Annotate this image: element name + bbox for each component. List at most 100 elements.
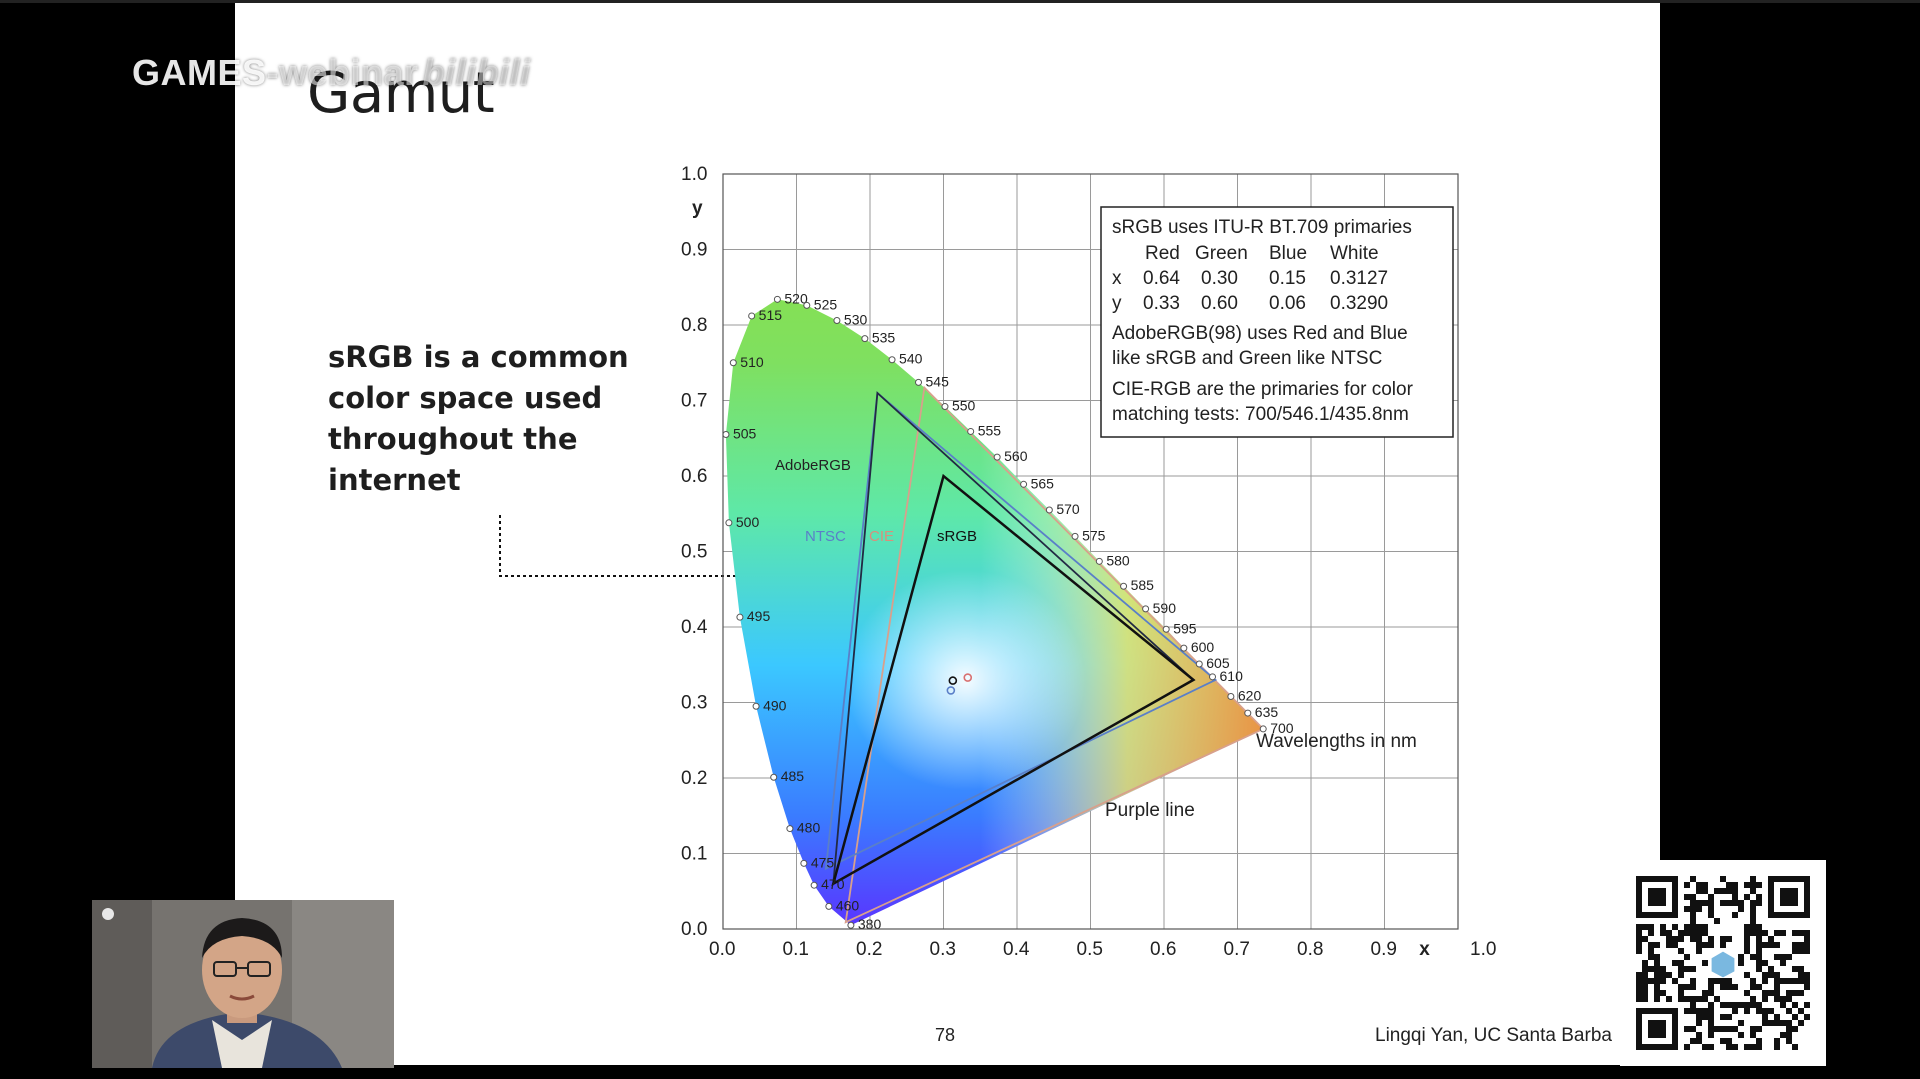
qr-module — [1684, 930, 1690, 936]
qr-module — [1750, 1032, 1756, 1038]
wavelength-label: 575 — [1082, 527, 1106, 543]
qr-module — [1708, 906, 1714, 912]
qr-module — [1720, 1038, 1726, 1044]
wavelength-label: 480 — [797, 820, 821, 836]
qr-module — [1756, 1026, 1762, 1032]
qr-module — [1780, 930, 1786, 936]
qr-module — [1732, 984, 1738, 990]
qr-module — [1756, 900, 1762, 906]
wavelength-label: 525 — [814, 296, 838, 312]
qr-module — [1762, 1014, 1768, 1020]
info-row-x-blue: 0.15 — [1269, 268, 1306, 289]
qr-module — [1690, 1038, 1696, 1044]
wavelength-label: 620 — [1238, 687, 1262, 703]
qr-module — [1684, 906, 1690, 912]
qr-module — [1690, 1026, 1696, 1032]
wavelength-label: 610 — [1220, 668, 1244, 684]
wavelength-label: 500 — [736, 514, 760, 530]
qr-module — [1708, 984, 1714, 990]
qr-module — [1726, 1038, 1732, 1044]
qr-finder — [1648, 1020, 1666, 1038]
wavelength-label: 495 — [747, 608, 771, 624]
qr-module — [1654, 972, 1660, 978]
qr-module — [1702, 930, 1708, 936]
qr-module — [1762, 990, 1768, 996]
qr-module — [1702, 942, 1708, 948]
qr-module — [1774, 954, 1780, 960]
qr-module — [1726, 1002, 1732, 1008]
qr-module — [1702, 1008, 1708, 1014]
qr-module — [1738, 1032, 1744, 1038]
purple-line-annotation: Purple line — [1105, 800, 1195, 821]
qr-module — [1804, 984, 1810, 990]
qr-module — [1804, 972, 1810, 978]
qr-module — [1792, 942, 1798, 948]
wavelength-label: 535 — [872, 330, 896, 346]
x-tick-label: 0.0 — [709, 939, 735, 960]
qr-module — [1696, 900, 1702, 906]
qr-module — [1684, 1044, 1690, 1050]
qr-module — [1750, 1026, 1756, 1032]
wavelength-marker — [1244, 709, 1252, 717]
qr-module — [1732, 1002, 1738, 1008]
qr-module — [1732, 1026, 1738, 1032]
qr-module — [1720, 888, 1726, 894]
wavelengths-annotation: Wavelengths in nm — [1256, 731, 1417, 752]
info-box: sRGB uses ITU-R BT.709 primaries Red Gre… — [1100, 206, 1454, 438]
qr-module — [1726, 936, 1732, 942]
qr-module — [1798, 990, 1804, 996]
qr-module — [1708, 912, 1714, 918]
top-bar — [0, 0, 1920, 3]
qr-module — [1774, 978, 1780, 984]
wavelength-marker — [736, 613, 744, 621]
qr-module — [1648, 966, 1654, 972]
white-point-marker — [948, 676, 958, 685]
qr-module — [1738, 1020, 1744, 1026]
y-tick-label: 0.1 — [681, 844, 707, 865]
wavelength-marker — [941, 403, 949, 411]
wavelength-marker — [993, 453, 1001, 461]
qr-module — [1660, 924, 1666, 930]
qr-module — [1690, 894, 1696, 900]
qr-module — [1786, 1026, 1792, 1032]
qr-module — [1774, 972, 1780, 978]
qr-module — [1690, 924, 1696, 930]
gamut-triangle-ntsc — [824, 391, 1218, 871]
wavelength-label: 585 — [1131, 577, 1155, 593]
qr-module — [1768, 936, 1774, 942]
qr-module — [1666, 972, 1672, 978]
qr-module — [1696, 996, 1702, 1002]
wavelength-label: 560 — [1004, 448, 1028, 464]
bullet-line: internet — [328, 463, 461, 497]
info-header-white: White — [1330, 243, 1379, 264]
wavelength-label: 490 — [763, 697, 787, 713]
qr-module — [1654, 954, 1660, 960]
footer-credit: Lingqi Yan, UC Santa Barba — [1375, 1025, 1612, 1046]
qr-module — [1702, 990, 1708, 996]
wavelength-marker — [825, 902, 833, 910]
wavelength-label: 510 — [740, 354, 764, 370]
wavelength-marker — [803, 301, 811, 309]
qr-module — [1804, 1002, 1810, 1008]
qr-module — [1660, 930, 1666, 936]
qr-module — [1774, 942, 1780, 948]
wavelength-label: 530 — [844, 311, 868, 327]
qr-module — [1702, 900, 1708, 906]
qr-module — [1702, 1044, 1708, 1050]
wavelength-label: 635 — [1255, 704, 1279, 720]
wavelength-marker — [752, 702, 760, 710]
stream-watermark: GAMES-webinar bilibili — [132, 52, 531, 94]
y-tick-label: 0.3 — [681, 693, 707, 714]
wavelength-label: 590 — [1153, 600, 1177, 616]
qr-module — [1720, 1026, 1726, 1032]
x-tick-label: 1.0 — [1470, 939, 1496, 960]
qr-module — [1786, 954, 1792, 960]
qr-module — [1756, 1038, 1762, 1044]
wavelength-label: 605 — [1206, 655, 1230, 671]
qr-module — [1750, 978, 1756, 984]
wavelength-marker — [915, 378, 923, 386]
qr-module — [1708, 942, 1714, 948]
wavelength-label: 580 — [1106, 552, 1130, 568]
qr-module — [1648, 942, 1654, 948]
qr-module — [1774, 1020, 1780, 1026]
